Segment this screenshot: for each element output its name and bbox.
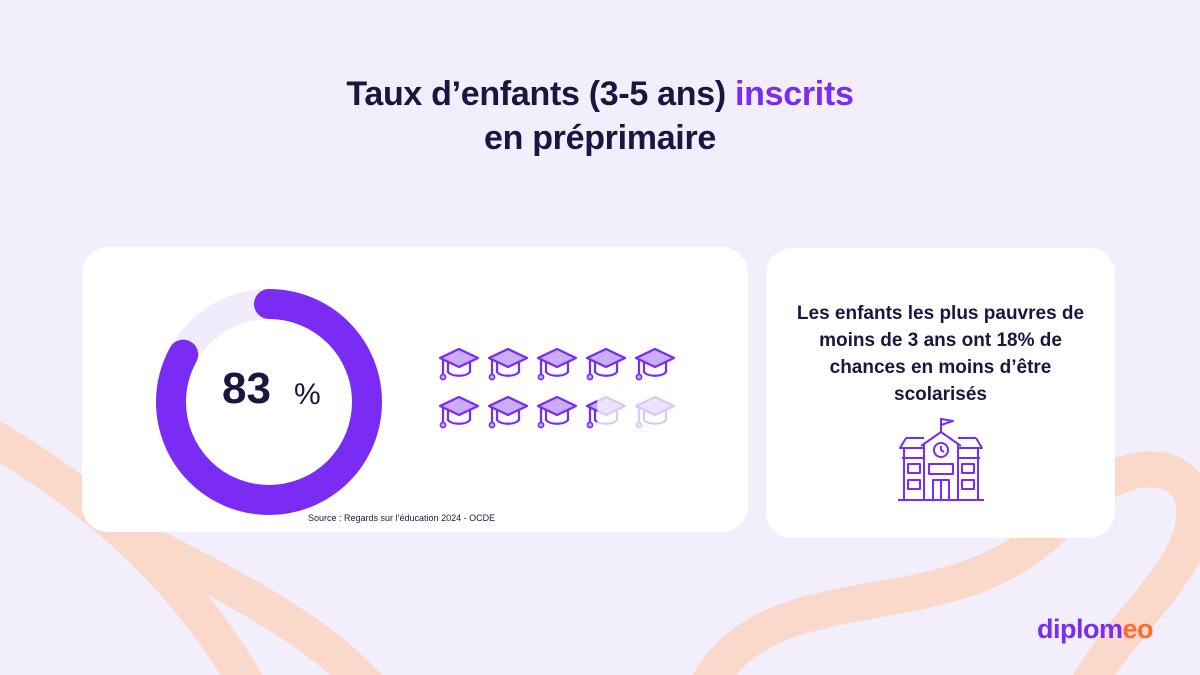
graduation-cap-icon (585, 395, 627, 429)
graduation-cap-icon (634, 395, 676, 429)
source-note: Source : Regards sur l’éducation 2024 - … (308, 513, 496, 523)
donut-value-label: 83 (222, 364, 271, 413)
stat-card: 83 % Source : Regards sur l’éducation 20… (82, 247, 748, 532)
graduation-cap-icon (536, 347, 578, 381)
graduation-cap-icon (585, 347, 627, 381)
diplomeo-logo: diplomeo (1037, 614, 1154, 645)
donut-chart (156, 289, 382, 515)
graduation-cap-pictogram (438, 347, 676, 429)
title-prefix: Taux d’enfants (3-5 ans) (346, 75, 736, 113)
logo-part-1: diplom (1037, 614, 1123, 644)
graduation-cap-icon (487, 395, 529, 429)
title-line-2: en préprimaire (483, 119, 716, 157)
title-line-1: Taux d’enfants (3-5 ans) inscrits (0, 72, 1200, 116)
graduation-cap-icon (536, 395, 578, 429)
graduation-cap-icon (634, 347, 676, 381)
logo-part-2: eo (1122, 614, 1154, 644)
donut-unit-label: % (294, 378, 321, 411)
info-text: Les enfants les plus pauvres de moins de… (796, 303, 1085, 405)
graduation-cap-icon (438, 347, 480, 381)
title-accent: inscrits (735, 75, 854, 113)
graduation-cap-icon (487, 347, 529, 381)
page-title: Taux d’enfants (3-5 ans) inscrits en pré… (0, 72, 1200, 160)
donut-value-arc (156, 289, 382, 515)
graduation-cap-icon (438, 395, 480, 429)
school-building-icon (898, 418, 984, 501)
info-card: Les enfants les plus pauvres de moins de… (766, 248, 1115, 538)
